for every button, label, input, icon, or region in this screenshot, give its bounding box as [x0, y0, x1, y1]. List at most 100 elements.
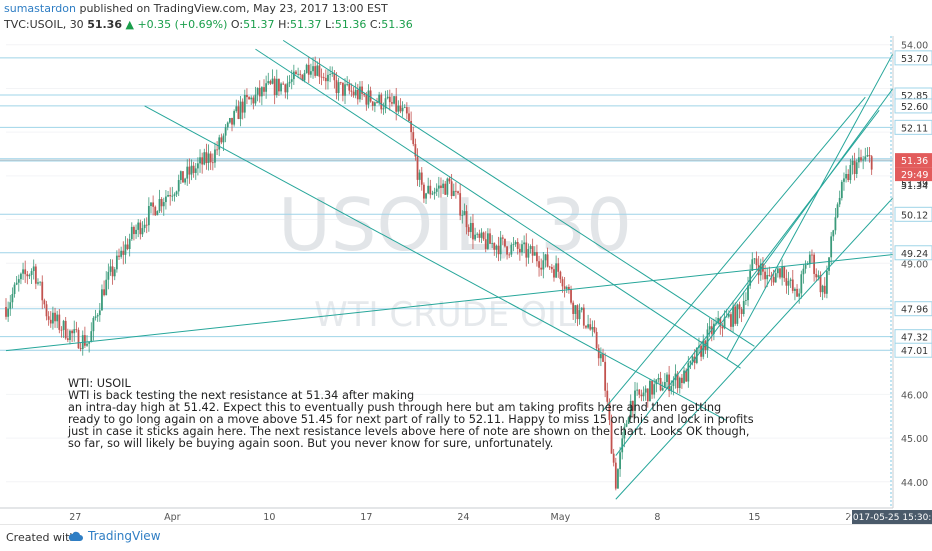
candle-body: [401, 107, 404, 112]
candle-body: [655, 379, 658, 385]
candle-body: [310, 71, 312, 75]
candle-body: [555, 263, 558, 278]
trend-line: [282, 39, 755, 347]
candle-body: [821, 285, 824, 293]
candle-body: [568, 286, 570, 290]
candle-body: [823, 285, 826, 294]
candle-body: [367, 90, 370, 105]
candle-body: [796, 288, 798, 297]
trend-line: [5, 254, 894, 352]
candle-body: [504, 238, 506, 247]
candle-body: [126, 244, 129, 249]
candle-body: [855, 162, 858, 174]
candle-body: [512, 244, 515, 246]
footer: Created with TradingView: [0, 524, 932, 551]
level-badge: [894, 119, 932, 135]
candle-body: [437, 185, 440, 189]
candle-body: [96, 315, 99, 317]
candle-body: [478, 233, 481, 238]
candle-body: [376, 102, 378, 104]
candle-body: [642, 392, 645, 397]
author-link[interactable]: sumastardon: [4, 2, 76, 15]
candle-body: [751, 259, 754, 271]
tradingview-link[interactable]: TradingView: [68, 529, 161, 543]
candle-body: [580, 307, 583, 311]
horizontal-levels: [0, 57, 893, 351]
candle-body: [631, 400, 634, 411]
level-tick-label: 51.34: [901, 181, 928, 192]
candle-body: [5, 306, 7, 317]
candle-body: [15, 282, 18, 285]
price-tick-label: 46.00: [901, 390, 928, 401]
candle-body: [141, 228, 144, 235]
trend-line: [601, 96, 866, 413]
candle-body: [838, 197, 841, 205]
brand-label: TradingView: [88, 529, 161, 543]
candle-body: [614, 462, 617, 489]
candle-body: [683, 370, 685, 383]
candle-body: [499, 237, 502, 255]
price-axis[interactable]: 54.0051.0049.0046.0045.0044.0053.7052.85…: [894, 41, 932, 489]
candle-body: [766, 274, 769, 280]
candle-body: [83, 335, 86, 346]
candle-body: [459, 193, 462, 216]
candle-body: [41, 281, 44, 301]
candle-body: [834, 217, 837, 231]
candle-body: [17, 279, 20, 283]
candle-body: [260, 87, 263, 97]
candles: [5, 56, 873, 491]
candle-body: [689, 361, 692, 364]
candle-body: [685, 370, 688, 382]
level-tick-label: 53.70: [901, 54, 928, 65]
candle-body: [194, 168, 197, 173]
candle-body: [199, 157, 201, 164]
candle-body: [150, 202, 152, 207]
candle-body: [836, 204, 839, 218]
candle-body: [668, 374, 671, 392]
candle-body: [182, 171, 184, 183]
candle-body: [327, 74, 329, 82]
candle-body: [472, 222, 474, 240]
candle-body: [593, 326, 596, 332]
candle-body: [625, 423, 628, 427]
candle-body: [454, 190, 457, 192]
candle-body: [781, 266, 784, 278]
candle-body: [533, 252, 536, 256]
candle-body: [828, 257, 830, 271]
candle-body: [762, 263, 764, 272]
candle-body: [350, 90, 353, 92]
candle-body: [561, 279, 564, 287]
candle-body: [706, 329, 709, 350]
candle-body: [201, 157, 204, 165]
candle-body: [644, 388, 647, 393]
candle-body: [143, 224, 146, 229]
candle-body: [546, 254, 549, 267]
countdown-label: 29:49: [901, 170, 928, 181]
candle-body: [60, 329, 63, 331]
candle-body: [678, 377, 681, 389]
candle-body: [860, 157, 862, 161]
candle-body: [7, 308, 10, 317]
candle-body: [629, 400, 632, 418]
candle-body: [617, 469, 619, 489]
candle-body: [348, 83, 351, 91]
candle-body: [378, 94, 381, 103]
candle-body: [109, 266, 112, 272]
high-value: 51.37: [290, 18, 322, 31]
candle-body: [587, 324, 589, 328]
candle-body: [727, 314, 730, 317]
candle-body: [314, 66, 317, 76]
candle-body: [521, 244, 523, 253]
close-value: 51.36: [381, 18, 413, 31]
candle-body: [177, 180, 180, 192]
candle-body: [791, 279, 794, 291]
candle-body: [71, 330, 73, 334]
candle-body: [13, 284, 16, 295]
price-chart[interactable]: USOIL, 30 WTI CRUDE OIL 54.0051.0049.004…: [0, 36, 932, 524]
candle-body: [190, 165, 193, 175]
open-label: O:: [230, 18, 244, 31]
candle-body: [663, 382, 666, 389]
candle-body: [273, 78, 276, 96]
candle-body: [702, 340, 705, 357]
